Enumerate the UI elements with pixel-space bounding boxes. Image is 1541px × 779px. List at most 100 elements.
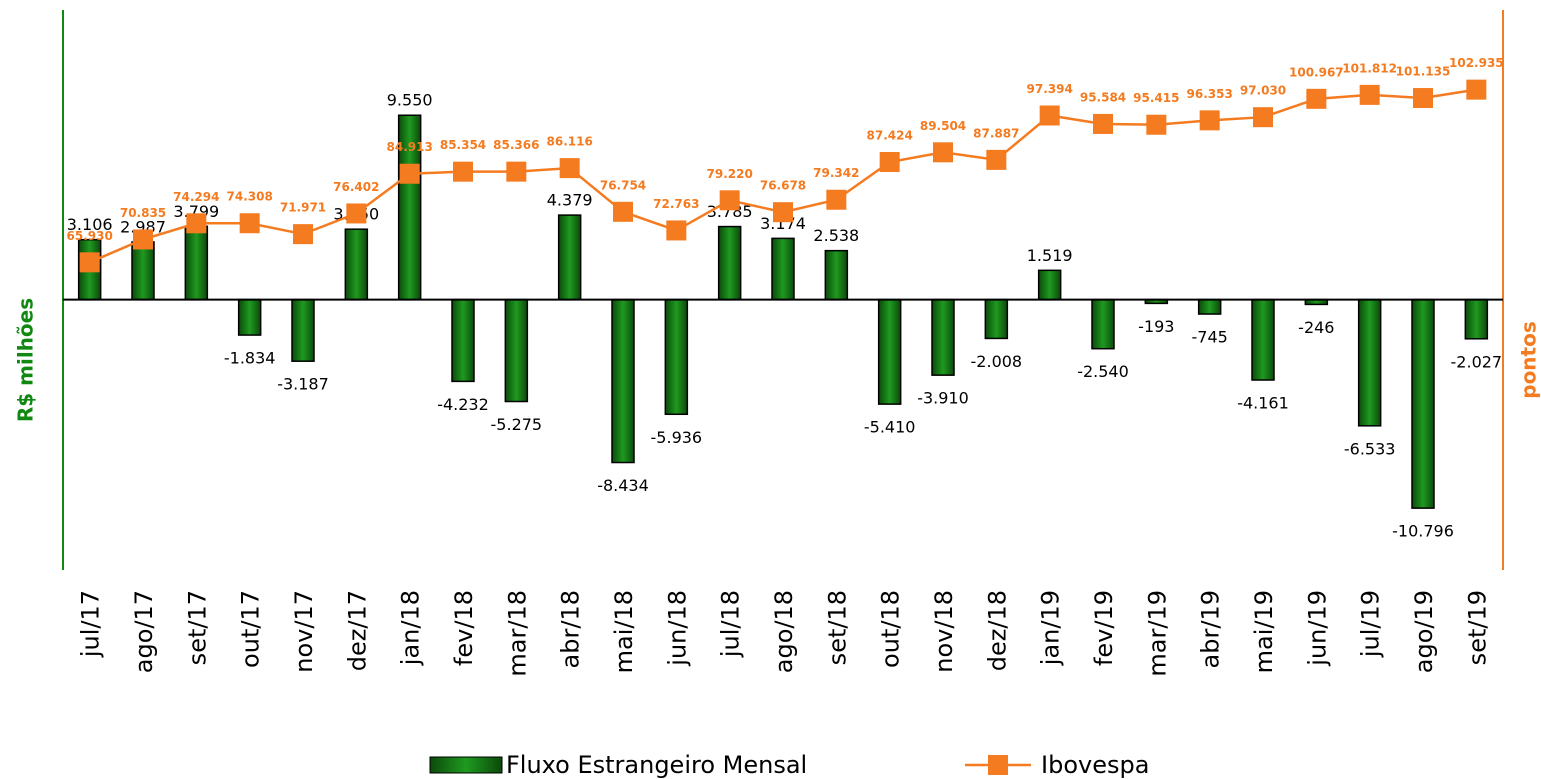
line-marker [133, 229, 153, 250]
line-marker [239, 213, 260, 234]
line-value-label: 101.135 [1396, 65, 1451, 79]
bar [237, 298, 262, 336]
bar-value-label: -5.410 [864, 418, 916, 437]
line-value-label: 102.935 [1449, 56, 1504, 70]
line-value-label: 79.220 [707, 167, 753, 181]
bar-value-label: 2.538 [813, 226, 859, 245]
line-value-label: 97.030 [1240, 84, 1286, 98]
x-tick-label: dez/17 [343, 590, 371, 671]
bar-value-label: -745 [1192, 328, 1228, 347]
bar [291, 298, 315, 362]
y2-axis-title: pontos [1517, 321, 1541, 399]
bar [931, 298, 955, 376]
bar [504, 298, 529, 403]
bar-value-label: -4.161 [1237, 394, 1289, 413]
line-value-label: 74.294 [173, 190, 219, 204]
bar-value-label: -2.540 [1077, 362, 1129, 381]
x-tick-label: nov/18 [930, 590, 958, 673]
bar-value-label: 3.799 [173, 202, 219, 221]
x-tick-label: ago/19 [1410, 590, 1438, 673]
bar [611, 298, 635, 464]
legend-label: Ibovespa [1041, 751, 1149, 779]
line-value-label: 76.678 [760, 179, 806, 193]
bar [184, 225, 209, 301]
line-value-label: 72.763 [653, 197, 699, 211]
bar-value-label: 3.106 [67, 215, 113, 234]
x-tick-label: set/18 [823, 590, 851, 665]
bar-value-label: 9.550 [387, 91, 433, 110]
bar-value-label: 4.379 [547, 191, 593, 210]
line-value-label: 86.116 [547, 135, 593, 149]
bar [824, 249, 849, 301]
line-marker [773, 202, 793, 223]
line-marker [1093, 113, 1113, 134]
line-marker [613, 201, 633, 222]
line-marker [346, 203, 367, 224]
bar-value-label: -8.434 [597, 476, 649, 495]
line-value-label: 84.913 [387, 140, 433, 154]
x-tick-label: fev/18 [450, 590, 478, 666]
line-marker [666, 220, 687, 241]
bar-value-label: 1.519 [1027, 246, 1073, 265]
x-tick-label: nov/17 [290, 590, 318, 673]
bar-value-label: 3.174 [760, 214, 806, 233]
x-tick-label: jan/18 [397, 590, 425, 666]
line-value-label: 96.353 [1187, 87, 1233, 101]
x-tick-label: dez/18 [983, 590, 1011, 671]
x-tick-label: abr/19 [1197, 590, 1225, 668]
bar-value-label: -5.936 [651, 428, 703, 447]
line-marker [186, 213, 207, 234]
x-tick-label: fev/19 [1090, 590, 1118, 666]
line-marker [826, 189, 847, 210]
line-value-label: 100.967 [1289, 65, 1344, 79]
bar-value-label: -246 [1298, 318, 1334, 337]
line-marker [399, 163, 420, 184]
line-marker [1466, 79, 1487, 100]
x-tick-label: jun/19 [1303, 590, 1331, 667]
bar-value-label: -3.187 [277, 375, 329, 394]
bar [131, 241, 155, 301]
x-tick-label: jul/19 [1357, 590, 1385, 658]
bar-value-label: -193 [1138, 317, 1174, 336]
line-marker [1146, 114, 1167, 135]
bar [344, 228, 369, 301]
x-tick-label: set/17 [183, 590, 211, 665]
line-marker [506, 161, 527, 182]
bar [1091, 298, 1115, 350]
bar-value-label: -10.796 [1392, 522, 1454, 541]
legend-swatch [429, 756, 503, 774]
bar [664, 298, 689, 416]
line-marker [1199, 110, 1220, 131]
line-marker [1306, 88, 1327, 109]
bar [877, 298, 902, 405]
bar [1357, 298, 1382, 427]
line-value-label: 70.835 [120, 206, 166, 220]
line-value-label: 87.887 [973, 126, 1019, 140]
line-marker [1039, 105, 1060, 126]
x-tick-label: mar/18 [503, 590, 531, 677]
x-tick-label: ago/18 [770, 590, 798, 673]
line-value-label: 95.584 [1080, 90, 1126, 104]
bar [557, 214, 582, 301]
line-marker [559, 158, 580, 179]
line-value-label: 76.754 [600, 178, 646, 192]
bar [1411, 298, 1435, 509]
y-axis-title: R$ milhões [14, 298, 38, 422]
line-value-label: 85.354 [440, 138, 486, 152]
x-tick-label: jul/17 [77, 590, 105, 658]
line-value-label: 89.504 [920, 119, 966, 133]
bar-value-label: -6.533 [1344, 439, 1396, 458]
x-tick-label: mai/18 [610, 590, 638, 673]
line-value-label: 85.366 [493, 138, 539, 152]
bar [1037, 269, 1062, 301]
bar [717, 225, 742, 301]
bar [1197, 298, 1222, 315]
x-tick-label: ago/17 [130, 590, 158, 673]
line-value-label: 95.415 [1133, 91, 1179, 105]
bar-value-label: -3.910 [917, 389, 969, 408]
line-marker [293, 224, 313, 245]
line-marker [933, 142, 953, 163]
line-marker [1359, 84, 1380, 105]
x-tick-label: mai/19 [1250, 590, 1278, 673]
